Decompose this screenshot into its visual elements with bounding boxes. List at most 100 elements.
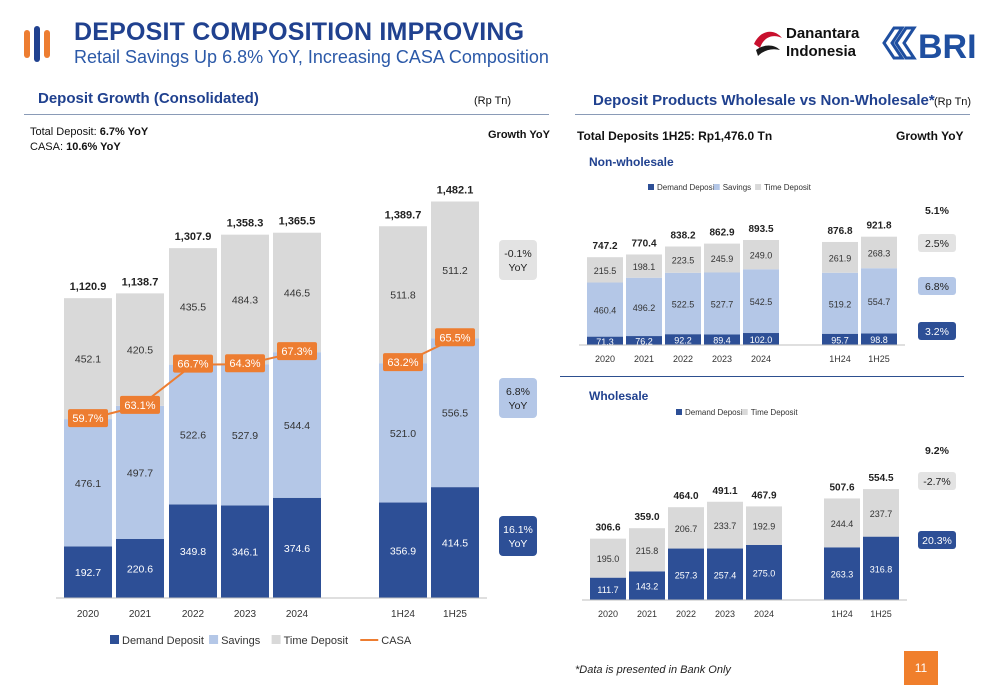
wholesale-tick-label: 2020 [598,609,618,619]
non_wholesale-bar-demand-deposit [626,336,662,345]
wholesale-bar-demand-deposit [629,571,665,600]
consolidated-bar-value: 446.5 [284,287,310,299]
non_wholesale-bar-demand-deposit [743,333,779,345]
consolidated-legend-swatch [110,635,119,644]
non_wholesale-bar-value: 245.9 [711,254,734,264]
consolidated-tick-label: 2024 [286,609,309,620]
wholesale-growth-badge [918,531,956,549]
non-wholesale-growth-value: 2.5% [925,238,949,250]
consolidated-bar-total: 1,358.3 [227,218,264,230]
non_wholesale-bar-time-deposit [743,240,779,270]
non_wholesale-bar-value: 71.3 [596,337,614,347]
non-wholesale-growth-value: 3.2% [925,326,949,338]
non_wholesale-bar-demand-deposit [704,334,740,345]
consolidated-bar-time-deposit [116,293,164,406]
consolidated-tick-label: 2023 [234,609,257,620]
wholesale-bar-value: 192.9 [753,522,776,532]
wholesale-bar-total: 464.0 [673,491,698,502]
right-unit-label: (Rp Tn) [934,96,972,108]
consolidated-legend-label: Savings [221,635,261,647]
non_wholesale-bar-value: 89.4 [713,336,731,346]
wholesale-bar-value: 263.3 [831,570,854,580]
page-subtitle: Retail Savings Up 6.8% YoY, Increasing C… [74,47,549,67]
casa-label: 63.2% [387,357,418,369]
casa-label: 59.7% [72,413,103,425]
wholesale-bar-time-deposit [746,506,782,545]
wholesale-legend-swatch [741,409,748,415]
bri-logo-text: BRI [918,28,977,64]
consolidated-bar-value: 220.6 [127,563,153,575]
wholesale-bar-demand-deposit [746,545,782,600]
non_wholesale-bar-savings [587,282,623,337]
consolidated-tick-label: 1H25 [443,609,467,620]
consolidated-growth-badge [499,516,537,556]
right-growth-header: Growth YoY [896,129,964,143]
non_wholesale-bar-time-deposit [587,257,623,283]
consolidated-bar-value: 192.7 [75,567,101,579]
non_wholesale-bar-value: 522.5 [672,299,695,309]
non_wholesale-bar-value: 92.2 [674,336,692,346]
wholesale-bar-demand-deposit [824,547,860,600]
non_wholesale-bar-total: 876.8 [827,226,852,237]
casa-summary: CASA: 10.6% YoY [30,141,121,153]
consolidated-bar-time-deposit [169,248,217,365]
consolidated-bar-time-deposit [379,226,427,364]
non-wholesale-total-growth: 5.1% [925,205,950,217]
consolidated-legend-label: CASA [381,635,412,647]
wholesale-bar-total: 467.9 [751,490,776,501]
total-deposit-label: Total Deposit: [30,126,97,138]
consolidated-tick-label: 2020 [77,609,100,620]
consolidated-growth-unit: YoY [509,400,528,412]
left-growth-header: Growth YoY [488,129,550,141]
right-section-rule [575,114,970,115]
non_wholesale-bar-value: 527.7 [711,299,734,309]
left-unit-label: (Rp Tn) [474,95,512,107]
wholesale-bar-total: 507.6 [829,482,854,493]
wholesale-growth-value: -2.7% [923,476,950,488]
non-wholesale-legend-swatch [713,184,720,190]
non_wholesale-bar-demand-deposit [861,333,897,345]
non_wholesale-bar-value: 542.5 [750,297,773,307]
non-wholesale-growth-badge [918,322,956,340]
non_wholesale-bar-value: 223.5 [672,256,695,266]
non_wholesale-tick-label: 2023 [712,354,732,364]
non_wholesale-bar-total: 838.2 [670,231,695,242]
non_wholesale-bar-savings [861,268,897,334]
right-section-title: Deposit Products Wholesale vs Non-Wholes… [593,92,935,109]
wholesale-bar-total: 554.5 [868,473,893,484]
danantara-logo: Danantara Indonesia [754,25,860,60]
consolidated-bar-savings [169,364,217,505]
non_wholesale-tick-label: 1H24 [829,354,851,364]
page-title: DEPOSIT COMPOSITION IMPROVING [74,18,525,46]
consolidated-bar-time-deposit [273,232,321,353]
non_wholesale-bar-demand-deposit [665,334,701,345]
consolidated-bar-savings [221,364,269,506]
consolidated-growth-value: -0.1% [504,248,531,260]
consolidated-bar-demand-deposit [169,504,217,598]
consolidated-growth-value: 16.1% [503,524,533,536]
non-wholesale-growth-badge [918,234,956,252]
wholesale-bar-value: 244.4 [831,519,854,529]
non_wholesale-bar-demand-deposit [587,336,623,345]
non-wholesale-legend-swatch [755,184,762,190]
wholesale-bar-value: 111.7 [597,585,618,595]
wholesale-tick-label: 1H25 [870,609,892,619]
consolidated-bar-demand-deposit [64,546,112,598]
casa-label-box [120,395,160,414]
consolidated-growth-unit: YoY [509,538,528,550]
casa-label: 67.3% [281,346,312,358]
non_wholesale-bar-total: 893.5 [748,224,773,235]
wholesale-tick-label: 2022 [676,609,696,619]
non-wholesale-legend-label: Demand Deposit [657,183,717,192]
consolidated-legend-swatch [271,635,281,644]
wholesale-bar-value: 257.3 [675,570,698,580]
consolidated-bar-value: 497.7 [127,467,153,479]
consolidated-bar-demand-deposit [431,487,479,598]
consolidated-bar-value: 346.1 [232,547,258,559]
non_wholesale-bar-savings [743,269,779,334]
consolidated-bar-total: 1,482.1 [437,185,474,197]
left-section-rule [24,114,549,115]
non_wholesale-bar-time-deposit [665,246,701,273]
page-number: 11 [904,651,938,685]
